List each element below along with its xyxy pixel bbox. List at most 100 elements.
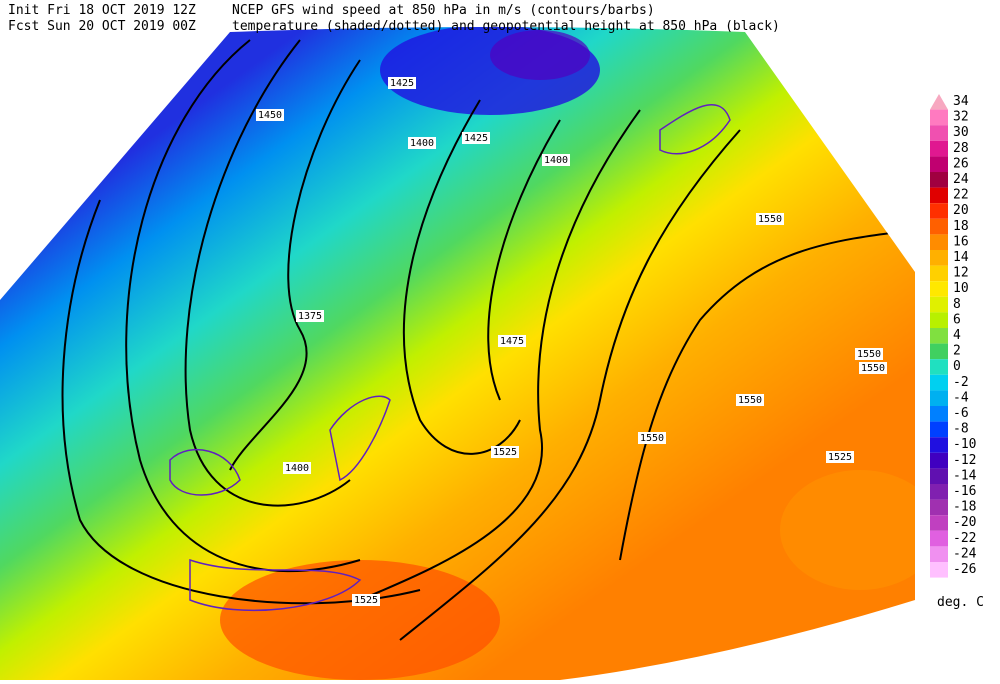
- label-box: [542, 154, 570, 166]
- label-box: [826, 451, 854, 463]
- colorbar-cell: [930, 468, 948, 484]
- colorbar-label: -12: [953, 453, 976, 468]
- colorbar-cell: [930, 328, 948, 344]
- label-box: [296, 310, 324, 322]
- colorbar-cell: [930, 499, 948, 516]
- height-labels: 1425 1450 1400 1425 1400 1375 1475 1550 1550 1550…: [256, 77, 887, 606]
- colorbar-label: 22: [953, 188, 969, 203]
- temperature-shading: [0, 27, 915, 680]
- subtitle: temperature (shaded/dotted) and geopoten…: [232, 19, 780, 34]
- title: NCEP GFS wind speed at 850 hPa in m/s (c…: [232, 3, 655, 18]
- colorbar-cell: [930, 187, 948, 204]
- colorbar-cell: [930, 343, 948, 360]
- colorbar-label: -2: [953, 375, 969, 390]
- colorbar-label: 16: [953, 234, 969, 249]
- colorbar-label: 34: [953, 94, 969, 109]
- colorbar-cell: [930, 140, 948, 157]
- cold-core: [490, 30, 590, 80]
- colorbar-label: 26: [953, 156, 969, 171]
- colorbar-label: 10: [953, 281, 969, 296]
- label-box: [352, 594, 380, 606]
- colorbar-cell: [930, 265, 948, 282]
- colorbar-cell: [930, 530, 948, 547]
- colorbar-label: -8: [953, 422, 969, 437]
- colorbar-label: -18: [953, 500, 976, 515]
- colorbar-cell: [930, 109, 948, 126]
- colorbar-label: 8: [953, 297, 961, 312]
- colorbar-cell: [930, 515, 948, 531]
- colorbar-cell: [930, 218, 948, 235]
- colorbar-cell: [930, 234, 948, 250]
- colorbar-cap: [930, 94, 948, 110]
- colorbar-label: -26: [953, 562, 976, 577]
- height-label: 1450: [258, 110, 282, 121]
- colorbar-label: -10: [953, 437, 976, 452]
- height-label: 1550: [758, 214, 782, 225]
- colorbar-cell: [930, 359, 948, 375]
- colorbar-label: 2: [953, 344, 961, 359]
- colorbar-label: 32: [953, 110, 969, 125]
- height-label: 1400: [410, 138, 434, 149]
- colorbar-label: 18: [953, 219, 969, 234]
- colorbar-label: -20: [953, 515, 976, 530]
- label-box: [756, 213, 784, 225]
- colorbar-label: -16: [953, 484, 976, 499]
- height-label: 1550: [857, 349, 881, 360]
- colorbar-cell: [930, 452, 948, 469]
- colorbar-label: 4: [953, 328, 961, 343]
- colorbar-cell: [930, 484, 948, 500]
- colorbar-label: 20: [953, 203, 969, 218]
- colorbar-cell: [930, 281, 948, 297]
- colorbar-label: -24: [953, 546, 977, 561]
- colorbar-cell: [930, 250, 948, 266]
- colorbar-cell: [930, 562, 948, 578]
- colorbar-cell: [930, 312, 948, 328]
- height-label: 1550: [861, 363, 885, 374]
- colorbar-label: 24: [953, 172, 969, 187]
- label-box: [256, 109, 284, 121]
- colorbar-cell: [930, 156, 948, 172]
- colorbar-cell: [930, 437, 948, 453]
- colorbar-cell: [930, 406, 948, 422]
- height-label: 1400: [544, 155, 568, 166]
- label-box: [736, 394, 764, 406]
- init-time: Init Fri 18 OCT 2019 12Z: [8, 3, 196, 18]
- height-label: 1525: [828, 452, 852, 463]
- label-box: [855, 348, 883, 360]
- map: 1425 1450 1400 1425 1400 1375 1475 1550 1550 1550…: [0, 27, 915, 680]
- colorbar-label: 30: [953, 125, 969, 140]
- height-label: 1550: [738, 395, 762, 406]
- colorbar-label: -6: [953, 406, 969, 421]
- warm-area: [220, 560, 500, 680]
- colorbar: 3432302826242220181614121086420-2-4-6-8-…: [930, 94, 977, 578]
- colorbar-label: -22: [953, 531, 976, 546]
- height-label: 1375: [298, 311, 322, 322]
- colorbar-cell: [930, 390, 948, 406]
- colorbar-cell: [930, 374, 948, 391]
- height-label: 1425: [390, 78, 414, 89]
- colorbar-cell: [930, 421, 948, 438]
- warm-area: [780, 470, 915, 590]
- forecast-time: Fcst Sun 20 OCT 2019 00Z: [8, 19, 196, 34]
- label-box: [408, 137, 436, 149]
- colorbar-cell: [930, 203, 948, 219]
- height-label: 1525: [354, 595, 378, 606]
- colorbar-label: 12: [953, 266, 969, 281]
- label-box: [859, 362, 887, 374]
- label-box: [388, 77, 416, 89]
- label-box: [638, 432, 666, 444]
- label-box: [498, 335, 526, 347]
- colorbar-label: 6: [953, 312, 961, 327]
- height-contours: [61, 39, 915, 641]
- label-box: [462, 132, 490, 144]
- wind-contours: [169, 103, 731, 612]
- colorbar-cell: [930, 546, 948, 562]
- label-box: [283, 462, 311, 474]
- colorbar-cell: [930, 296, 948, 313]
- height-label: 1400: [285, 463, 309, 474]
- label-box: [491, 446, 519, 458]
- colorbar-label: 28: [953, 141, 969, 156]
- height-label: 1475: [500, 336, 524, 347]
- colorbar-label: 0: [953, 359, 961, 374]
